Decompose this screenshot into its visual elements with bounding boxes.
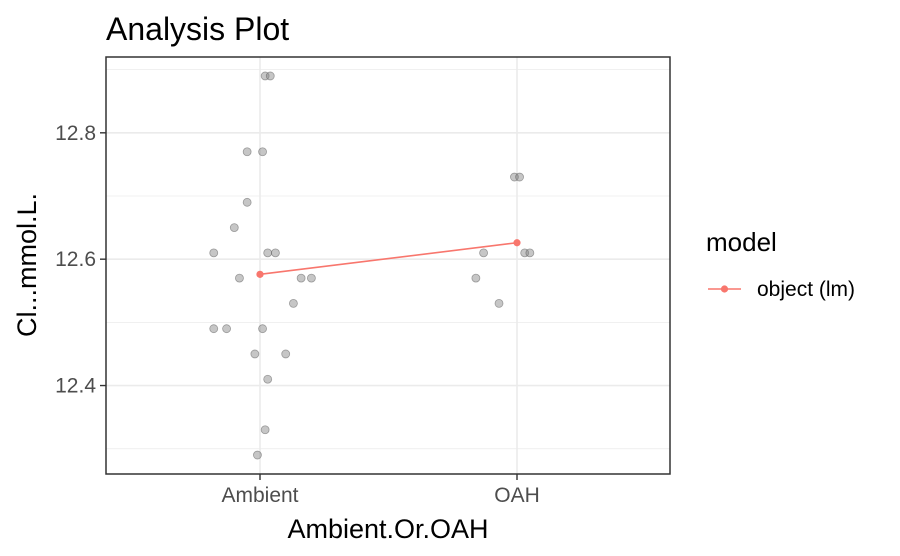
data-point [271, 248, 280, 258]
panel-border [105, 56, 671, 475]
x-tick-label: Ambient [221, 484, 298, 507]
data-point [479, 248, 488, 258]
data-point [263, 374, 273, 384]
legend: model object (lm) [706, 227, 855, 301]
legend-key-point [720, 285, 729, 293]
data-point [289, 299, 298, 308]
data-point [510, 172, 519, 182]
y-axis-title: Cl...mmol.L. [12, 193, 42, 337]
data-point [263, 248, 273, 258]
data-point [258, 147, 267, 157]
data-point [525, 248, 535, 258]
data-point [253, 450, 262, 460]
data-point [250, 349, 260, 359]
x-tick-label: OAH [494, 484, 540, 507]
data-point [471, 273, 481, 283]
data-point [281, 349, 291, 359]
data-point [265, 71, 275, 81]
data-point [258, 324, 267, 334]
data-point [222, 324, 231, 334]
data-points-group [209, 71, 535, 460]
data-point [260, 71, 270, 81]
legend-title: model [706, 227, 777, 257]
data-point [209, 324, 219, 334]
data-point [235, 273, 244, 283]
data-point [242, 147, 252, 157]
fit-line [259, 241, 518, 276]
fit-point [513, 239, 521, 247]
fit-point [256, 270, 264, 278]
data-point [229, 223, 239, 232]
x-axis-title: Ambient.Or.OAH [287, 514, 488, 544]
data-point [520, 248, 530, 258]
legend-label: object (lm) [757, 278, 855, 301]
fit-line-group [256, 239, 521, 278]
data-point [242, 197, 252, 207]
y-tick-label: 12.6 [55, 248, 96, 271]
data-point [209, 248, 219, 258]
chart-title: Analysis Plot [106, 11, 289, 47]
data-point [515, 172, 524, 182]
data-point [260, 425, 270, 435]
data-point [494, 299, 504, 308]
data-point [306, 273, 316, 283]
y-tick-label: 12.4 [55, 375, 96, 398]
data-point [296, 273, 306, 283]
axis-ticks: 12.4 12.6 12.8 Ambient OAH [55, 122, 540, 507]
y-tick-label: 12.8 [55, 122, 96, 145]
